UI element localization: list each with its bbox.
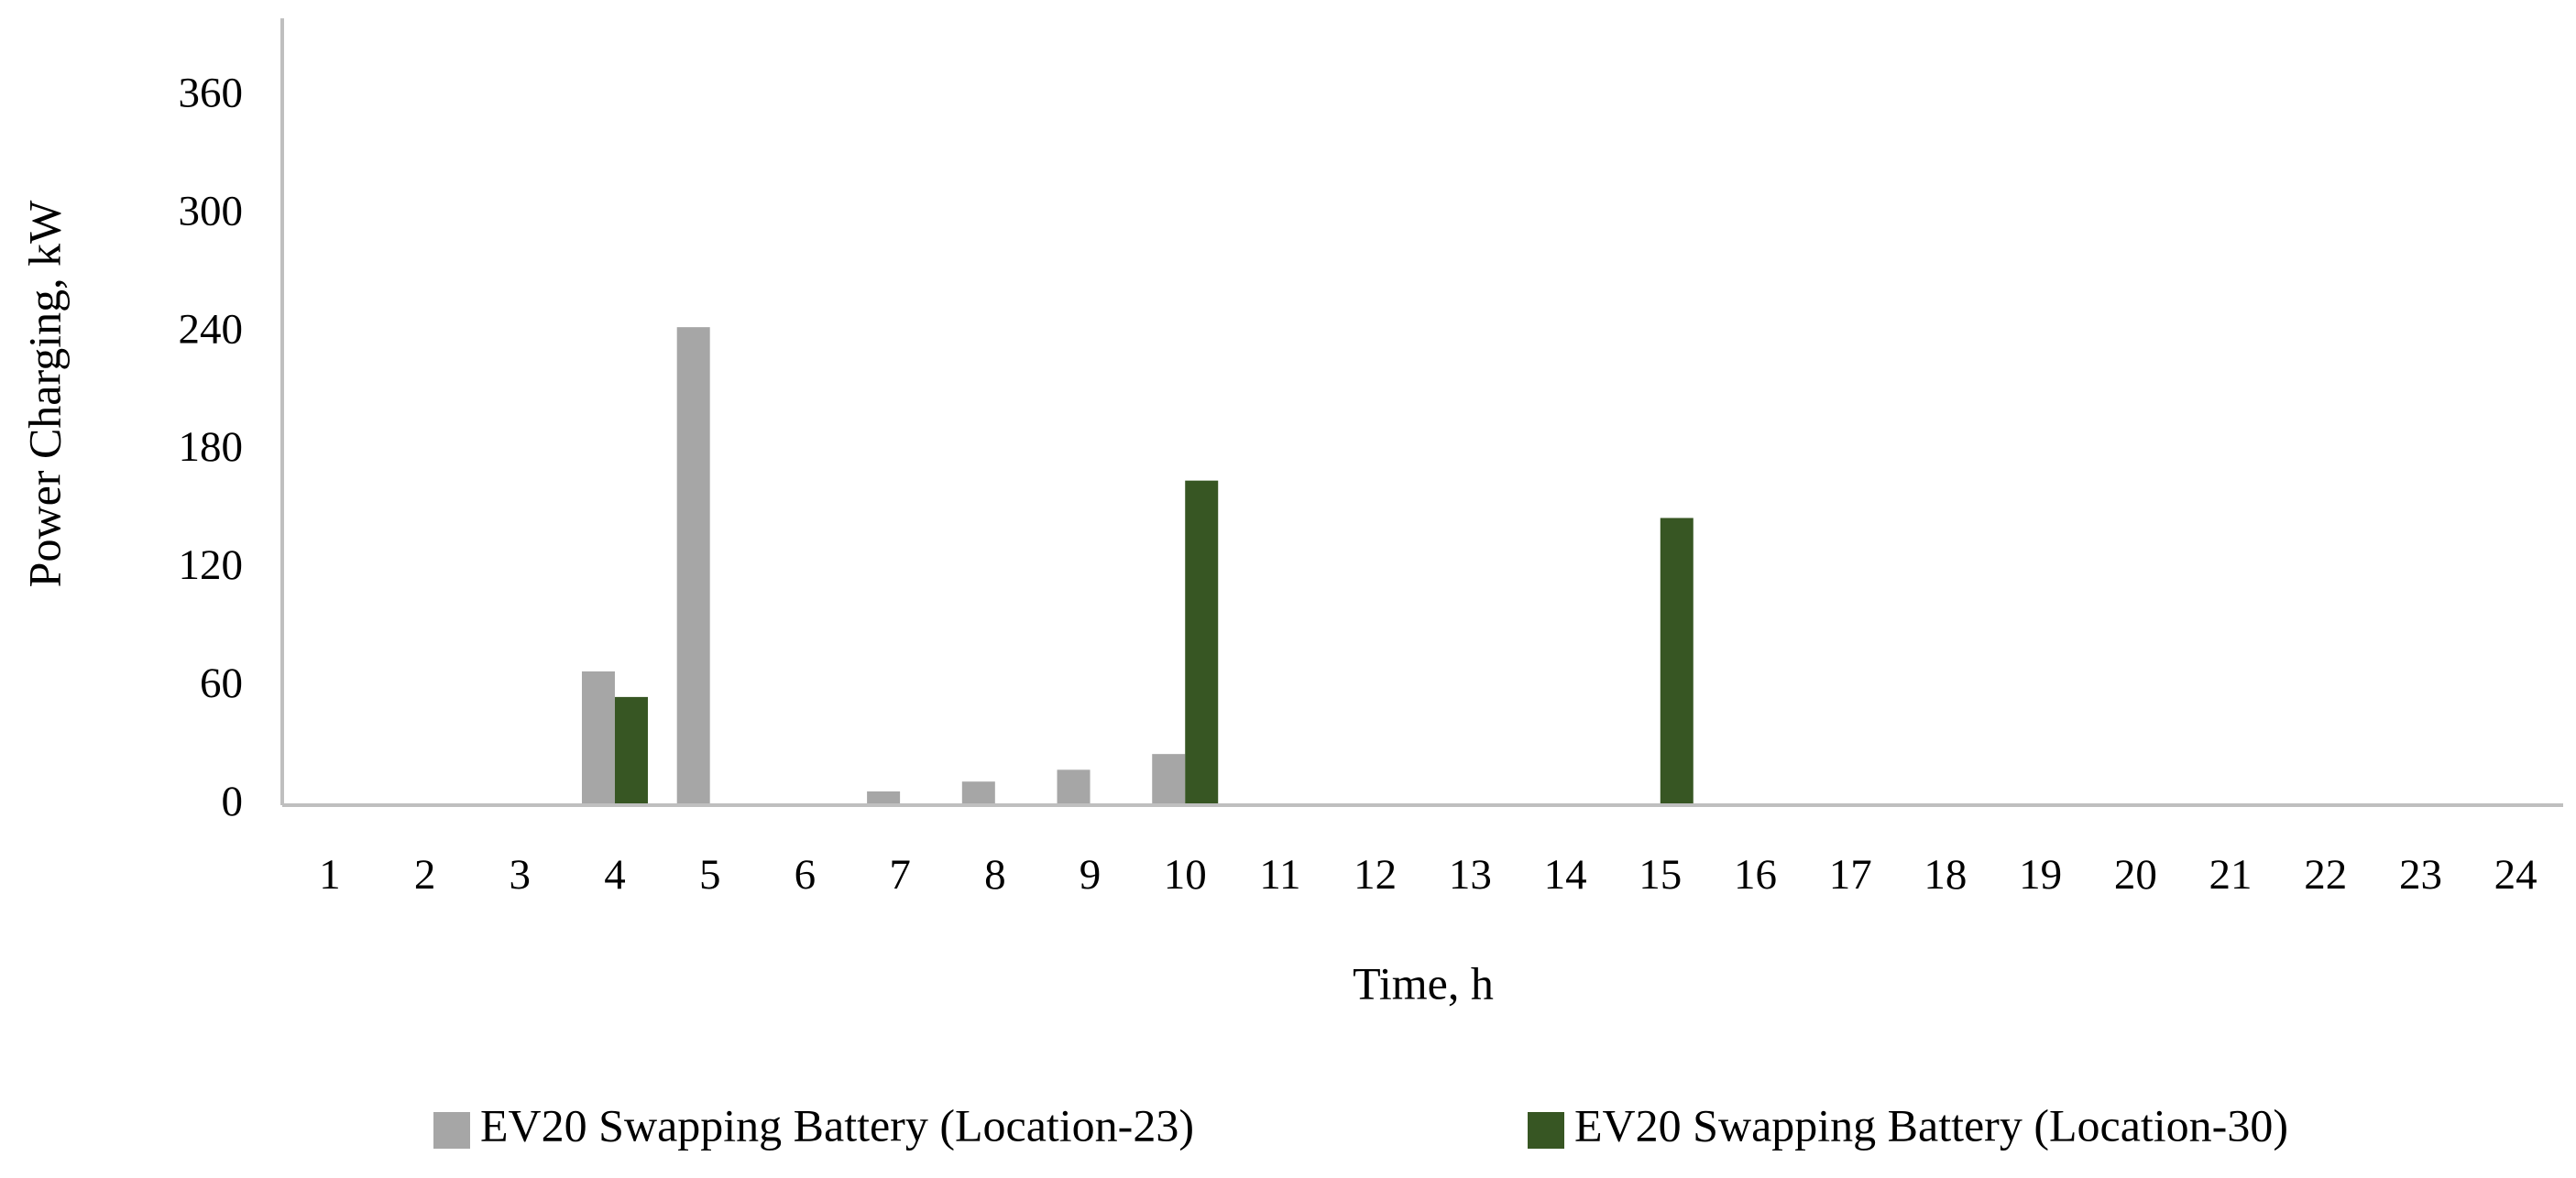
legend-swatch: [1528, 1112, 1564, 1149]
x-tick-label: 15: [1639, 851, 1682, 899]
y-tick-label: 120: [179, 541, 244, 589]
x-tick-label: 24: [2494, 851, 2538, 899]
bar: [1660, 518, 1694, 805]
bar: [867, 791, 901, 805]
x-axis-title: Time, h: [1353, 957, 1494, 1009]
x-tick-label: 16: [1734, 851, 1777, 899]
x-tick-label: 14: [1544, 851, 1587, 899]
bar: [961, 781, 995, 805]
bar: [1185, 480, 1219, 805]
bar: [581, 671, 615, 805]
x-tick-label: 22: [2304, 851, 2347, 899]
x-tick-label: 13: [1449, 851, 1492, 899]
x-tick-label: 7: [889, 851, 911, 899]
legend-swatch: [433, 1112, 470, 1149]
x-tick-label: 4: [604, 851, 626, 899]
x-tick-label: 2: [414, 851, 436, 899]
bar: [1057, 769, 1091, 805]
x-tick-label: 21: [2209, 851, 2253, 899]
x-tick-label: 6: [795, 851, 817, 899]
x-tick-label: 19: [2019, 851, 2062, 899]
x-tick-label: 3: [510, 851, 532, 899]
x-tick-label: 8: [984, 851, 1006, 899]
y-tick-label: 360: [179, 70, 244, 117]
x-tick-label: 11: [1259, 851, 1300, 899]
bar: [614, 696, 648, 805]
y-tick-label: 180: [179, 423, 244, 471]
x-tick-label: 1: [319, 851, 341, 899]
x-tick-label: 5: [699, 851, 721, 899]
x-tick-label: 17: [1829, 851, 1872, 899]
legend-label: EV20 Swapping Battery (Location-30): [1574, 1099, 2288, 1151]
x-tick-label: 9: [1080, 851, 1102, 899]
legend-label: EV20 Swapping Battery (Location-23): [480, 1099, 1194, 1151]
y-axis-title: Power Charging, kW: [18, 200, 70, 587]
y-tick-label: 0: [222, 778, 244, 825]
x-tick-label: 18: [1924, 851, 1967, 899]
x-tick-label: 23: [2399, 851, 2442, 899]
x-tick-label: 20: [2114, 851, 2157, 899]
y-tick-label: 60: [200, 660, 243, 707]
y-tick-label: 300: [179, 188, 244, 235]
x-tick-label: 12: [1354, 851, 1397, 899]
bar: [1152, 754, 1186, 805]
y-tick-label: 240: [179, 305, 244, 353]
bar: [676, 327, 710, 806]
x-tick-label: 10: [1164, 851, 1207, 899]
